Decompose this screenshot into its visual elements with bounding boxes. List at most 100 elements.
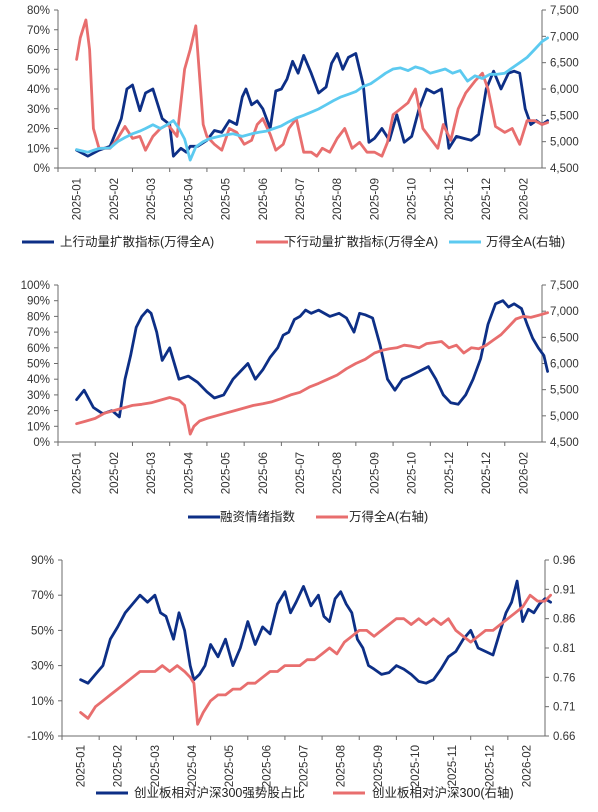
x-tick-label: 2025-02	[109, 452, 121, 494]
x-tick-label: 2026-02	[521, 745, 533, 787]
y-left-tick-label: 20%	[27, 124, 50, 136]
x-tick-label: 2025-09	[369, 452, 381, 494]
x-tick-label: 2025-12	[481, 452, 493, 494]
y-left-tick-label: 70%	[27, 327, 50, 339]
x-tick-label: 2025-08	[336, 745, 348, 787]
x-tick-label: 2025-05	[221, 178, 233, 220]
x-tick-label: 2025-06	[258, 178, 270, 220]
x-tick-label: 2025-05	[224, 745, 236, 787]
x-tick-label: 2026-02	[518, 178, 530, 220]
series-line-2	[79, 593, 552, 726]
x-tick-label: 2025-04	[187, 744, 199, 787]
y-right-tick-label: 6,000	[550, 359, 579, 371]
legend-label: 融资情绪指数	[220, 509, 296, 524]
y-left-tick-label: 90%	[27, 296, 50, 308]
y-right-tick-label: 5,500	[550, 110, 579, 122]
x-tick-label: 2025-10	[410, 745, 422, 787]
y-right-tick-label: 5,000	[550, 411, 579, 423]
x-tick-label: 2025-03	[146, 178, 158, 220]
series-line-3	[75, 36, 549, 162]
legend-label: 创业板相对沪深300强势股占比	[134, 785, 305, 800]
x-tick-label: 2025-12	[484, 745, 496, 787]
y-right-tick-label: 7,500	[550, 280, 579, 292]
y-right-tick-label: 0.96	[553, 555, 575, 567]
y-right-tick-label: 7,000	[550, 31, 579, 43]
y-left-tick-label: 0%	[33, 163, 50, 175]
y-left-tick-label: 10%	[27, 421, 50, 433]
y-left-tick-label: 0%	[33, 437, 50, 449]
y-left-tick-label: 60%	[27, 343, 50, 355]
y-right-tick-label: 0.91	[553, 584, 575, 596]
series-line-1	[75, 299, 549, 419]
y-right-tick-label: 6,500	[550, 332, 579, 344]
x-tick-label: 2025-10	[407, 178, 419, 220]
series-line-1	[75, 52, 549, 158]
x-tick-label: 2025-01	[76, 745, 88, 787]
y-right-tick-label: 0.86	[553, 614, 575, 626]
y-left-tick-label: 80%	[27, 311, 50, 323]
y-right-tick-label: 6,000	[550, 84, 579, 96]
x-tick-label: 2025-08	[332, 178, 344, 220]
y-right-tick-label: 4,500	[550, 437, 579, 449]
chart-3: -10% 10% 30% 50% 70% 90% 0.66 0.71 0.76 0.81 0.86 0…	[27, 555, 575, 800]
y-left-tick-label: 40%	[27, 84, 50, 96]
y-right-tick-label: 7,500	[550, 5, 579, 17]
y-left-tick-label: 50%	[27, 64, 50, 76]
x-tick-label: 2025-09	[373, 745, 385, 787]
x-tick-label: 2025-06	[258, 452, 270, 494]
y-right-tick-label: 4,500	[550, 163, 579, 175]
y-left-tick-label: 70%	[31, 590, 54, 602]
legend-label: 上行动量扩散指标(万得全A)	[60, 234, 214, 249]
x-tick-label: 2025-10	[407, 452, 419, 494]
legend-label: 万得全A(右轴)	[486, 234, 565, 249]
y-left-tick-label: 50%	[27, 359, 50, 371]
y-left-tick-label: 50%	[31, 625, 54, 637]
x-tick-label: 2025-03	[150, 745, 162, 787]
y-left-tick-label: 10%	[31, 696, 54, 708]
chart-2: 0% 10% 20% 30% 40% 50% 60% 70% 80% 90% 100% 4,500 5,…	[21, 280, 579, 524]
y-right-tick-label: 5,000	[550, 137, 579, 149]
x-tick-label: 2025-11	[447, 745, 459, 786]
y-left-tick-label: 30%	[31, 661, 54, 673]
x-tick-label: 2025-07	[299, 745, 311, 787]
y-right-tick-label: 5,500	[550, 385, 579, 397]
y-left-tick-label: 30%	[27, 104, 50, 116]
series-line-2	[75, 18, 549, 158]
x-tick-label: 2025-07	[295, 452, 307, 494]
y-left-tick-label: 100%	[21, 280, 50, 292]
legend-label: 创业板相对沪深300(右轴)	[372, 785, 514, 800]
y-right-tick-label: 7,000	[550, 306, 579, 318]
y-left-tick-label: 90%	[31, 555, 54, 567]
x-tick-label: 2025-02	[109, 178, 121, 220]
y-left-tick-label: 30%	[27, 390, 50, 402]
x-tick-label: 2025-06	[261, 745, 273, 787]
y-right-tick-label: 6,500	[550, 58, 579, 70]
chart-1: 0% 10% 20% 30% 40% 50% 60% 70% 80% 4,500 5,000 5,50…	[22, 5, 579, 249]
y-right-tick-label: 0.71	[553, 702, 575, 714]
y-left-tick-label: -10%	[27, 731, 54, 743]
y-left-tick-label: 10%	[27, 143, 50, 155]
legend-label: 下行动量扩散指标(万得全A)	[284, 234, 438, 249]
y-right-tick-label: 0.76	[553, 672, 575, 684]
legend-label: 万得全A(右轴)	[349, 509, 428, 524]
y-right-tick-label: 0.81	[553, 643, 575, 655]
series-line-2	[75, 311, 549, 436]
x-tick-label: 2025-09	[369, 178, 381, 220]
y-right-tick-label: 0.66	[553, 731, 575, 743]
y-left-tick-label: 40%	[27, 374, 50, 386]
x-tick-label: 2026-02	[518, 452, 530, 494]
x-tick-label: 2025-02	[113, 745, 125, 787]
series-line-1	[79, 579, 552, 685]
x-tick-label: 2025-07	[295, 178, 307, 220]
y-left-tick-label: 20%	[27, 406, 50, 418]
x-tick-label: 2025-12	[481, 178, 493, 220]
y-left-tick-label: 80%	[27, 5, 50, 17]
x-tick-label: 2025-04	[183, 177, 195, 220]
x-tick-label: 2025-12	[444, 452, 456, 494]
y-left-tick-label: 60%	[27, 45, 50, 57]
x-tick-label: 2025-01	[72, 452, 84, 494]
x-tick-label: 2025-01	[72, 178, 84, 220]
x-tick-label: 2025-08	[332, 452, 344, 494]
